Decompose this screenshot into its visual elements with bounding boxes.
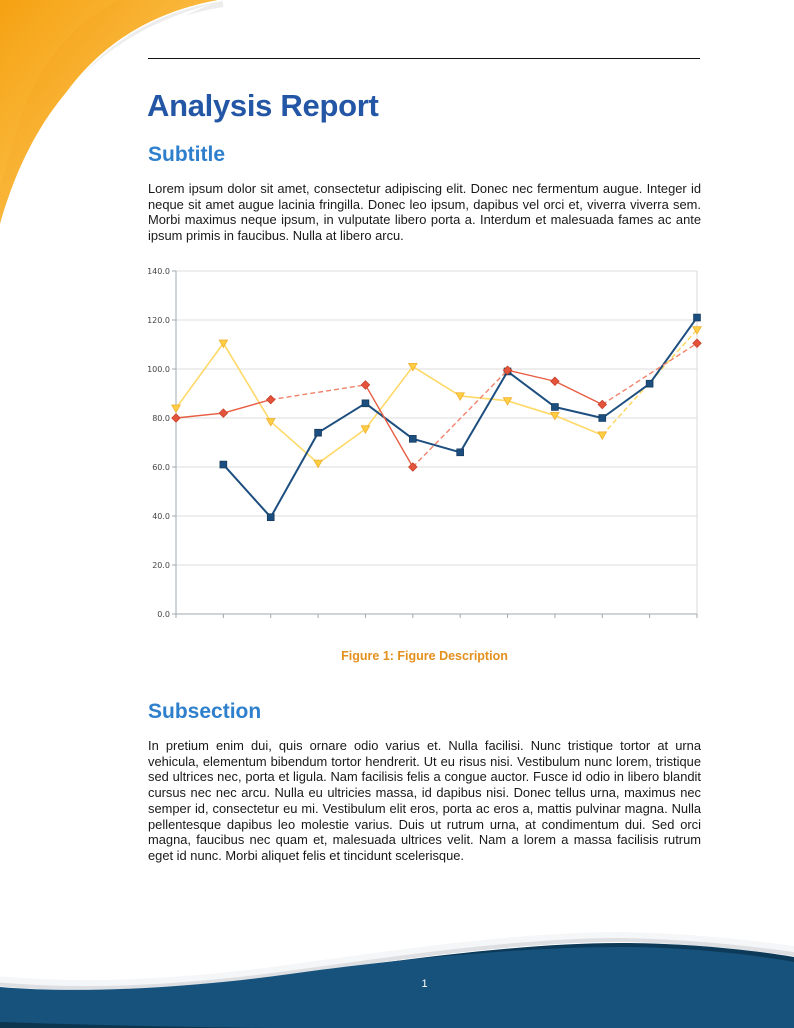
svg-text:100.0: 100.0: [147, 365, 170, 374]
corner-inner-blob: [0, 0, 118, 188]
intro-paragraph: Lorem ipsum dolor sit amet, consectetur …: [148, 181, 701, 244]
svg-text:40.0: 40.0: [152, 512, 170, 521]
page-number: 1: [421, 978, 428, 990]
line-chart-canvas: 0.0 20.0 40.0 60.0 80.0 100.0 120.0 140.0: [147, 267, 702, 619]
footer-wave-decoration: [0, 931, 794, 1028]
svg-text:80.0: 80.0: [152, 414, 170, 423]
svg-text:20.0: 20.0: [152, 561, 170, 570]
svg-text:0.0: 0.0: [157, 610, 170, 619]
subsection-paragraph: In pretium enim dui, quis ornare odio va…: [148, 738, 701, 863]
subtitle-heading: Subtitle: [148, 143, 225, 166]
svg-text:60.0: 60.0: [152, 463, 170, 472]
figure-line-chart: 0.0 20.0 40.0 60.0 80.0 100.0 120.0 140.0: [136, 258, 706, 634]
subsection-heading: Subsection: [148, 700, 262, 723]
page-title: Analysis Report: [147, 88, 379, 123]
title-rule: [148, 58, 700, 59]
figure-caption: Figure 1: Figure Description: [341, 649, 508, 663]
footer-wave-dark-bottom-left: [0, 1022, 270, 1028]
svg-text:120.0: 120.0: [147, 316, 170, 325]
svg-text:140.0: 140.0: [147, 267, 170, 276]
